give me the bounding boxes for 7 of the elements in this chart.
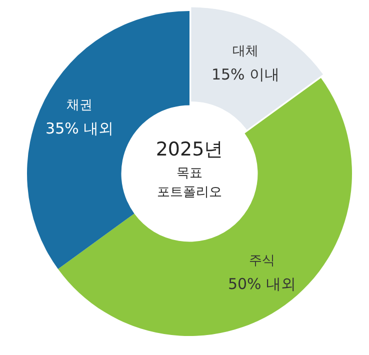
slice-label: 채권 <box>66 98 93 113</box>
data-label: 15% 이내 <box>211 65 280 84</box>
data-label: 50% 내외 <box>228 275 296 294</box>
data-label: 35% 내외 <box>46 119 114 138</box>
slice-label: 주식 <box>249 254 276 269</box>
text: 2025년 목표 포트폴리오 <box>156 138 224 200</box>
slice-label: 대체 <box>232 44 259 59</box>
